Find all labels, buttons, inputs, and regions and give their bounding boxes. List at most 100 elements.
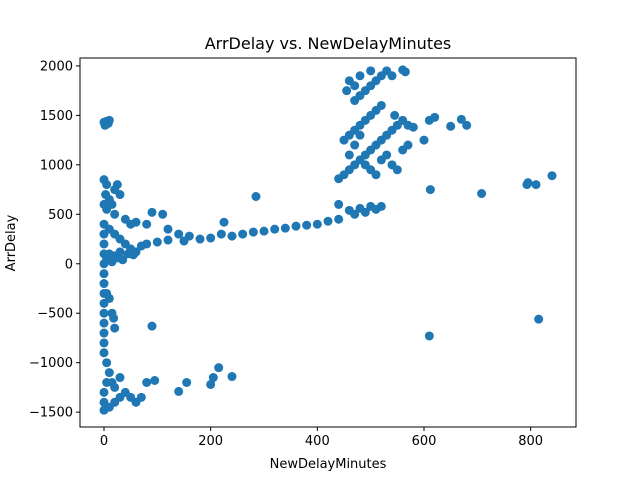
data-point bbox=[163, 224, 173, 234]
data-point bbox=[142, 239, 152, 249]
data-point bbox=[350, 81, 360, 91]
data-point bbox=[147, 321, 157, 331]
data-point bbox=[102, 180, 112, 190]
data-point bbox=[446, 121, 456, 131]
data-point bbox=[110, 323, 120, 333]
data-point bbox=[214, 363, 224, 373]
data-point bbox=[163, 235, 173, 245]
x-tick-label: 400 bbox=[305, 434, 330, 449]
data-point bbox=[99, 338, 109, 348]
data-point bbox=[115, 190, 125, 200]
data-point bbox=[216, 229, 226, 239]
data-point bbox=[355, 71, 365, 81]
data-point bbox=[99, 239, 109, 249]
data-point bbox=[103, 118, 113, 128]
data-point bbox=[366, 66, 376, 76]
x-tick-label: 200 bbox=[198, 434, 223, 449]
data-point bbox=[182, 377, 192, 387]
y-tick-label: −500 bbox=[37, 307, 73, 322]
data-point bbox=[280, 223, 290, 233]
data-point bbox=[99, 328, 109, 338]
data-point bbox=[430, 112, 440, 122]
data-point bbox=[425, 185, 435, 195]
y-tick-label: −1500 bbox=[29, 406, 73, 421]
data-point bbox=[376, 201, 386, 211]
data-point bbox=[392, 165, 402, 175]
data-point bbox=[208, 373, 218, 383]
data-point bbox=[206, 379, 216, 389]
plot-frame bbox=[79, 57, 577, 428]
data-point bbox=[128, 250, 138, 260]
y-axis-label: ArrDelay bbox=[4, 214, 19, 271]
data-point bbox=[136, 392, 146, 402]
data-point bbox=[350, 209, 360, 219]
data-point bbox=[355, 130, 365, 140]
data-point bbox=[382, 150, 392, 160]
data-point bbox=[334, 214, 344, 224]
data-point bbox=[179, 236, 189, 246]
data-point bbox=[195, 234, 205, 244]
data-point bbox=[142, 377, 152, 387]
data-point bbox=[115, 373, 125, 383]
y-tick-label: 1000 bbox=[40, 158, 73, 173]
data-point bbox=[99, 269, 109, 279]
chart-title: ArrDelay vs. NewDelayMinutes bbox=[205, 34, 452, 53]
data-point bbox=[219, 217, 229, 227]
data-point bbox=[118, 255, 128, 265]
data-point bbox=[131, 217, 141, 227]
data-point bbox=[102, 377, 112, 387]
data-point bbox=[334, 199, 344, 209]
y-tick-label: −1000 bbox=[29, 356, 73, 371]
data-point bbox=[99, 318, 109, 328]
data-point bbox=[390, 110, 400, 120]
data-point bbox=[371, 170, 381, 180]
data-point bbox=[248, 227, 258, 237]
data-point bbox=[110, 382, 120, 392]
data-point bbox=[312, 219, 322, 229]
data-point bbox=[174, 229, 184, 239]
data-point bbox=[342, 86, 352, 96]
data-point bbox=[102, 358, 112, 368]
data-point bbox=[109, 313, 119, 323]
data-point bbox=[158, 209, 168, 219]
y-tick-label: 0 bbox=[65, 257, 73, 272]
data-point bbox=[547, 171, 557, 181]
data-point bbox=[302, 220, 312, 230]
data-point bbox=[99, 308, 109, 318]
data-point bbox=[323, 216, 333, 226]
data-point bbox=[531, 180, 541, 190]
data-point bbox=[360, 207, 370, 217]
data-point bbox=[534, 314, 544, 324]
points-layer bbox=[99, 65, 557, 415]
y-tick-label: 500 bbox=[48, 208, 73, 223]
data-point bbox=[403, 140, 413, 150]
data-point bbox=[456, 114, 466, 124]
data-point bbox=[408, 122, 418, 132]
data-point bbox=[462, 120, 472, 130]
data-point bbox=[99, 387, 109, 397]
data-point bbox=[99, 348, 109, 358]
data-point bbox=[104, 293, 114, 303]
data-point bbox=[387, 71, 397, 81]
data-point bbox=[104, 368, 114, 378]
data-point bbox=[227, 372, 237, 382]
data-point bbox=[419, 135, 429, 145]
data-point bbox=[424, 331, 434, 341]
data-point bbox=[147, 207, 157, 217]
data-point bbox=[270, 224, 280, 234]
data-point bbox=[477, 189, 487, 199]
data-point bbox=[150, 376, 160, 385]
y-tick-label: 1500 bbox=[40, 109, 73, 124]
data-point bbox=[400, 67, 410, 77]
data-point bbox=[110, 209, 120, 219]
x-tick-label: 0 bbox=[100, 434, 108, 449]
data-point bbox=[376, 100, 386, 110]
x-tick-label: 800 bbox=[518, 434, 543, 449]
data-point bbox=[344, 150, 354, 160]
data-point bbox=[142, 219, 152, 229]
data-point bbox=[206, 233, 216, 243]
y-tick-label: 2000 bbox=[40, 59, 73, 74]
